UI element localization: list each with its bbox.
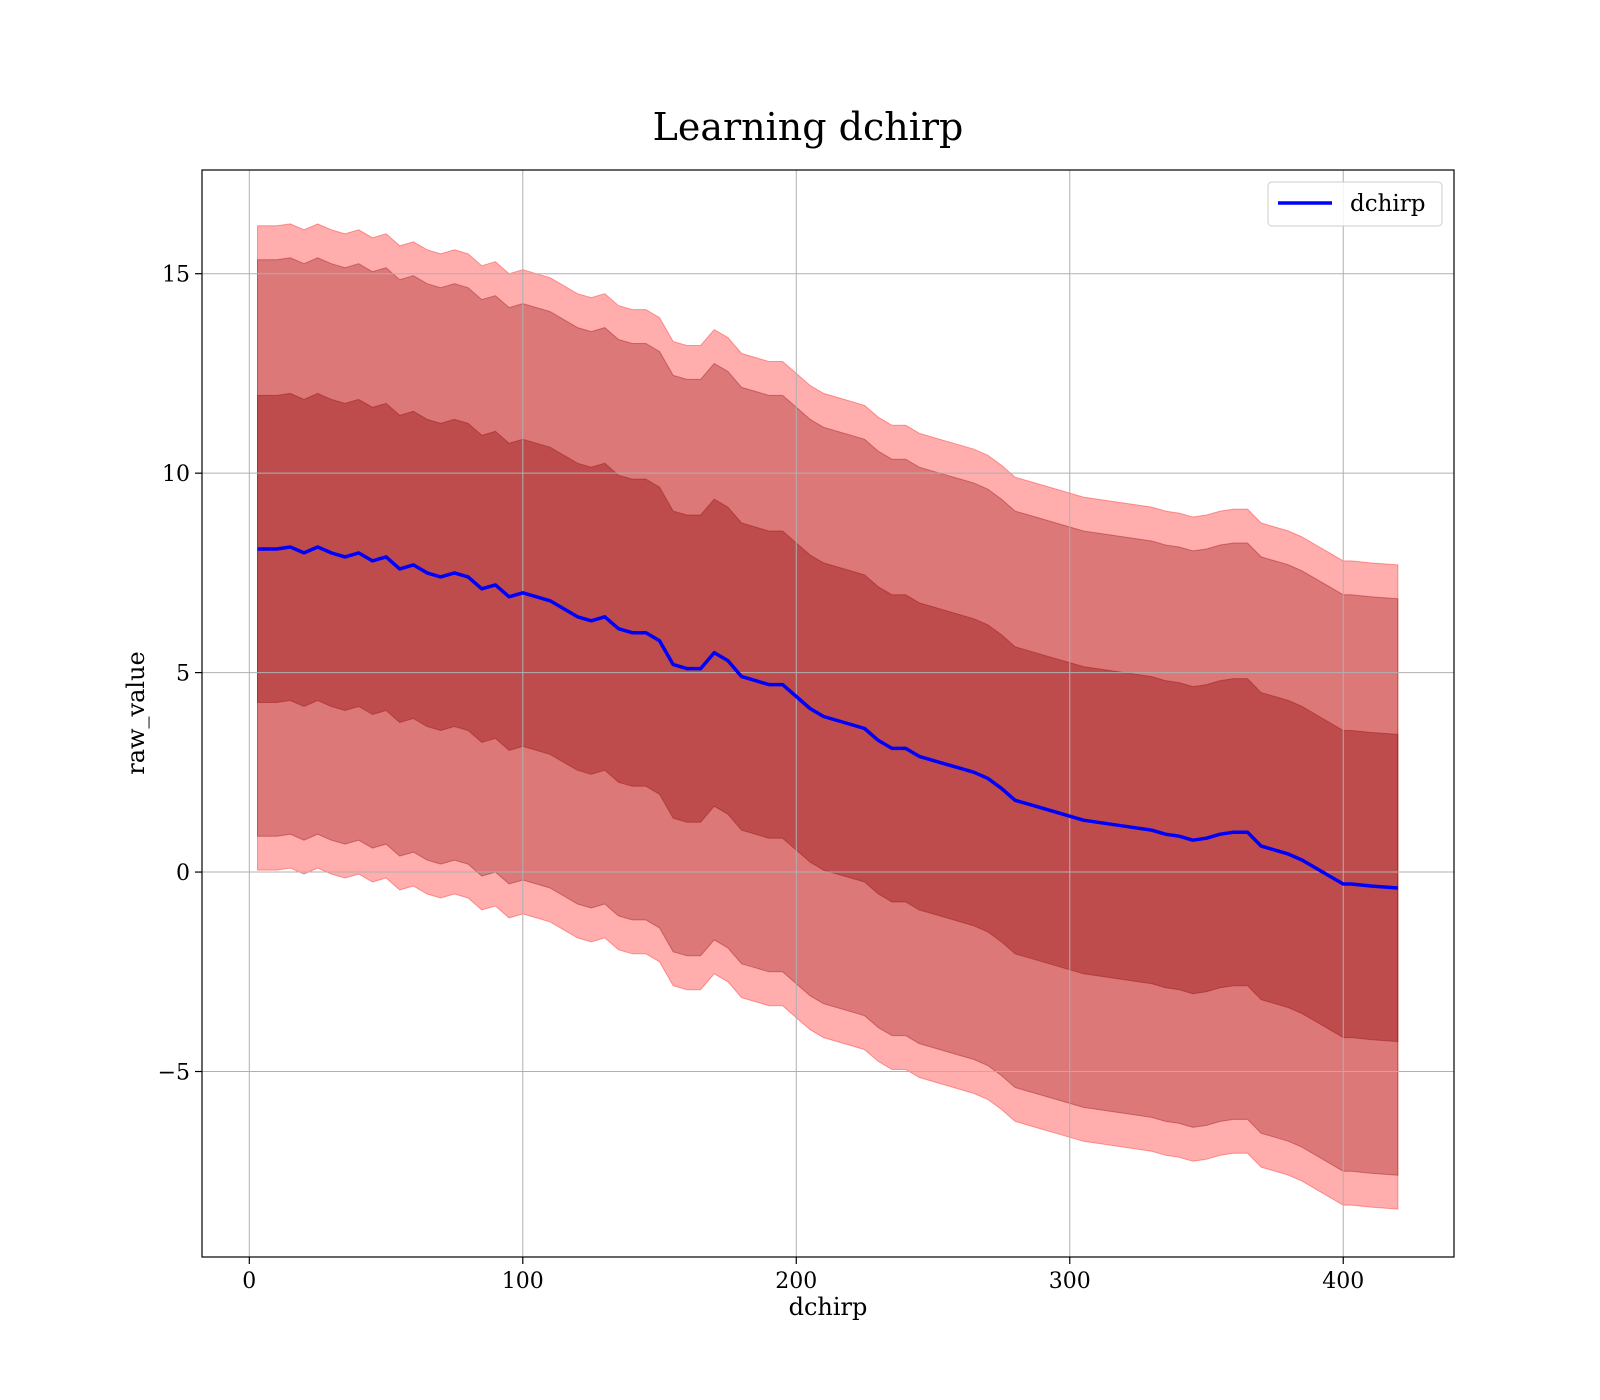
- x-tick-label: 300: [1049, 1269, 1091, 1294]
- y-tick-label: 5: [176, 662, 190, 687]
- legend-entry-dchirp: dchirp: [1350, 191, 1426, 217]
- legend: dchirp: [1267, 181, 1443, 227]
- x-tick-label: 100: [502, 1269, 544, 1294]
- x-tick-label: 0: [242, 1269, 256, 1294]
- x-axis-label: dchirp: [789, 1293, 868, 1321]
- y-axis-label: raw_value: [122, 651, 150, 775]
- y-tick-label: 10: [162, 462, 190, 487]
- plot-frame: [201, 169, 1455, 1258]
- y-tick-label: 15: [162, 263, 190, 288]
- y-axis-ticks: −5 0 5 10 15: [158, 263, 202, 1086]
- x-tick-label: 400: [1322, 1269, 1364, 1294]
- series-line-dchirp: [257, 545, 1399, 890]
- legend-box: [1267, 181, 1443, 227]
- chart-title: Learning dchirp: [653, 105, 964, 149]
- grid-layer: [202, 170, 1454, 1257]
- y-tick-label: 0: [176, 861, 190, 886]
- x-axis-ticks: 0 100 200 300 400: [242, 1257, 1364, 1294]
- x-tick-label: 200: [775, 1269, 817, 1294]
- lines-layer: [257, 545, 1399, 890]
- y-tick-label: −5: [158, 1061, 190, 1086]
